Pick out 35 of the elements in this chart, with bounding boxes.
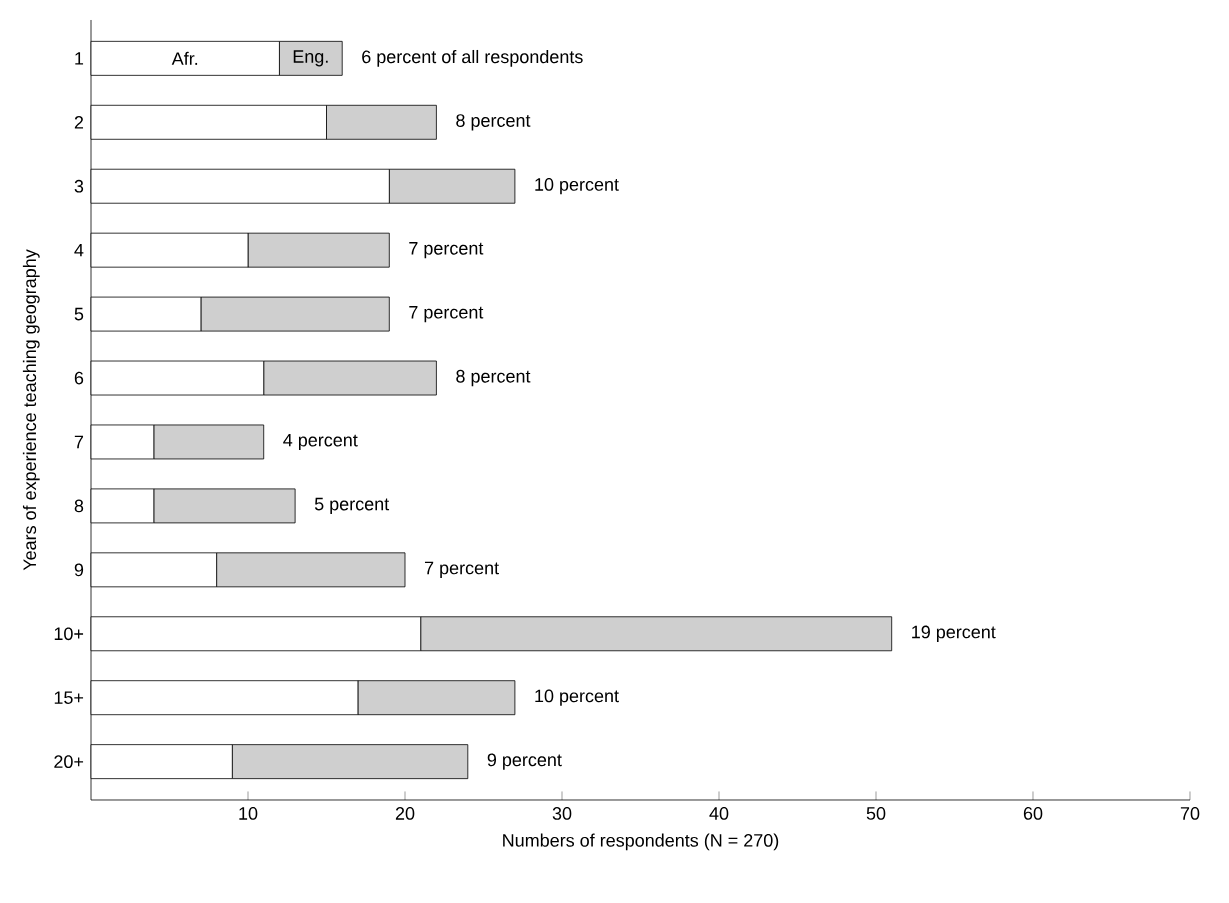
y-tick-label: 1: [75, 52, 84, 65]
annotation: 7 percent: [424, 561, 499, 578]
annotation: 7 percent: [409, 242, 484, 259]
x-tick-label: 60: [1023, 807, 1043, 820]
y-axis-title: Years of experience teaching geography: [22, 249, 40, 571]
y-tick-label: 5: [74, 307, 84, 321]
annotation: 10 percent: [535, 178, 619, 195]
x-tick-label: 50: [866, 807, 886, 820]
y-tick-label: 4: [74, 243, 84, 257]
y-tick-label: 15+: [54, 691, 84, 704]
annotation: 5 percent: [314, 497, 390, 514]
series-label: Eng.: [293, 50, 328, 67]
x-tick-label: 10: [239, 807, 258, 820]
annotation: 8 percent: [456, 114, 531, 131]
x-tick-label: 70: [1180, 807, 1200, 820]
y-tick-label: 8: [74, 499, 84, 513]
y-tick-label: 7: [74, 435, 84, 449]
annotation: 6 percent of all respondents: [362, 49, 583, 67]
y-tick-label: 2: [74, 115, 84, 129]
y-tick-label: 10+: [54, 627, 84, 641]
x-tick-label: 30: [552, 807, 572, 820]
y-tick-label: 6: [74, 371, 84, 385]
x-tick-label: 40: [709, 807, 729, 820]
y-tick-label: 3: [74, 179, 84, 193]
x-axis-title: Numbers of respondents (N = 270): [503, 833, 779, 851]
y-tick-label: 9: [74, 563, 84, 577]
annotation: 19 percent: [912, 625, 996, 642]
x-tick-label: 20: [395, 807, 415, 820]
annotation: 4 percent: [283, 433, 358, 451]
annotation: 10 percent: [535, 689, 619, 706]
annotation: 9 percent: [487, 753, 562, 770]
annotation: 8 percent: [456, 369, 531, 387]
y-tick-label: 20+: [54, 755, 84, 769]
series-label: Afr.: [171, 51, 198, 65]
annotation: 7 percent: [409, 306, 484, 323]
